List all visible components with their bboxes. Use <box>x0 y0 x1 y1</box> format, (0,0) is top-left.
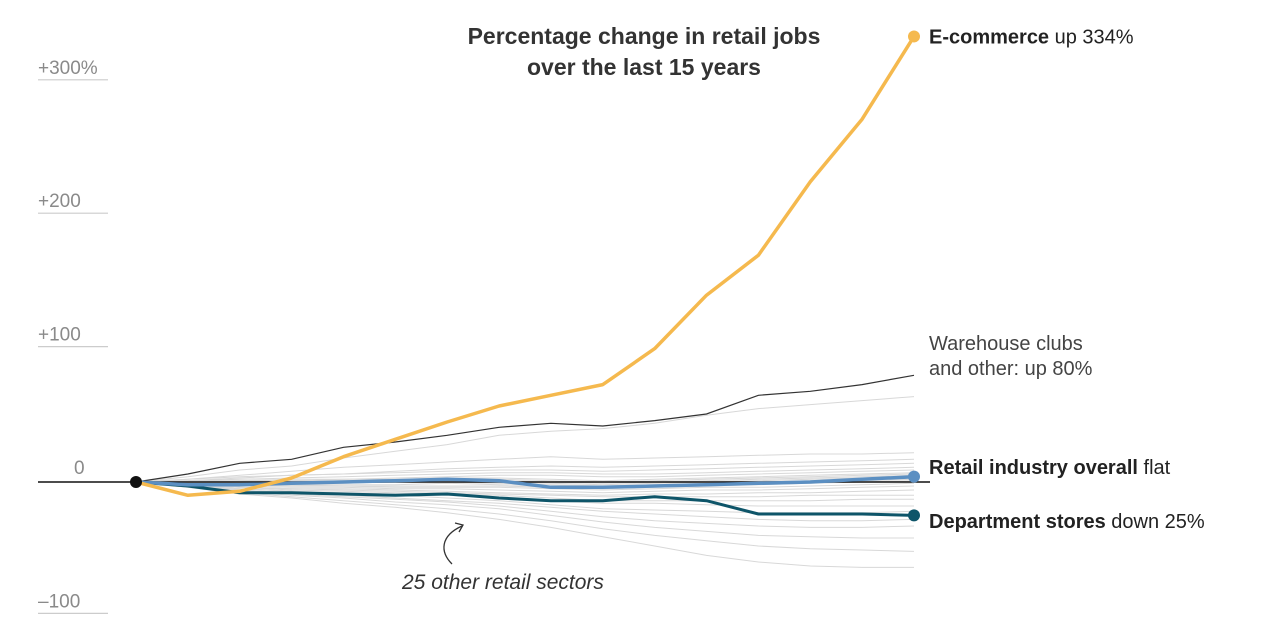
annotation-arrowhead <box>454 522 464 533</box>
other-sector-line <box>135 458 915 483</box>
warehouse-clubs-label: and other: up 80% <box>929 358 1093 380</box>
department-stores-label: Department stores down 25% <box>929 511 1205 533</box>
highlighted-series <box>130 30 920 522</box>
other-sectors-label: 25 other retail sectors <box>401 571 604 594</box>
other-sector-line <box>135 462 915 483</box>
other-sector-line <box>135 481 915 494</box>
other-sector-line <box>135 481 914 568</box>
start-point <box>130 476 142 488</box>
other-sector-line <box>135 481 914 498</box>
warehouse-clubs-line <box>135 374 915 483</box>
y-tick-label: +300% <box>38 58 98 79</box>
chart-title-line-2: over the last 15 years <box>527 54 761 80</box>
other-sector-line <box>135 481 915 552</box>
other-sector-line <box>135 396 915 483</box>
other-sector-line <box>135 481 914 502</box>
y-axis-gridlines: +300% +200 +100 0 –100 <box>38 58 108 615</box>
other-sector-line <box>135 466 915 483</box>
y-tick-label: 0 <box>74 458 85 479</box>
retail-overall-label: Retail industry overall flat <box>929 457 1171 479</box>
y-tick-label: +200 <box>38 191 81 212</box>
ecommerce-label: E-commerce up 334% <box>929 26 1134 48</box>
y-tick-label: –100 <box>38 591 80 612</box>
other-sector-line <box>136 469 915 483</box>
retail-overall-end-dot <box>908 470 920 483</box>
warehouse-clubs-label: Warehouse clubs <box>929 333 1083 355</box>
department-stores-line <box>135 480 915 517</box>
annotation-arrow <box>443 525 463 565</box>
series-end-labels: E-commerce up 334% Retail industry overal… <box>929 26 1205 533</box>
ecommerce-end-dot <box>908 30 920 43</box>
department-stores-end-dot <box>908 509 920 522</box>
chart-title-line-1: Percentage change in retail jobs <box>468 23 821 49</box>
other-sector-line <box>135 452 915 483</box>
y-tick-label: +100 <box>38 325 81 346</box>
ecommerce-line <box>135 35 916 498</box>
other-sector-line <box>135 472 915 483</box>
